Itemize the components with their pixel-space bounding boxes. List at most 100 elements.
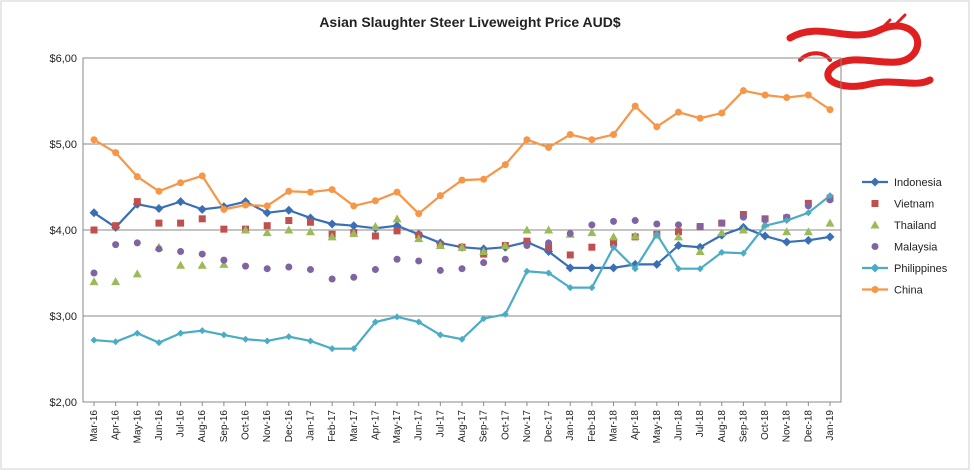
x-tick-label: Jan-18 xyxy=(565,410,576,441)
chart-title: Asian Slaughter Steer Liveweight Price A… xyxy=(319,14,621,30)
marker xyxy=(285,187,293,195)
marker xyxy=(523,237,531,245)
marker xyxy=(155,339,163,347)
marker xyxy=(738,225,748,234)
x-tick-label: May-17 xyxy=(392,410,403,444)
marker xyxy=(501,255,509,263)
marker xyxy=(242,262,250,270)
marker xyxy=(350,273,358,281)
marker xyxy=(112,149,120,157)
marker xyxy=(631,217,639,225)
x-tick-label: Apr-17 xyxy=(370,410,381,440)
marker xyxy=(220,331,228,339)
marker xyxy=(871,286,879,293)
marker xyxy=(674,108,682,116)
marker xyxy=(760,231,770,241)
marker xyxy=(112,338,120,346)
x-tick-label: Apr-16 xyxy=(111,410,122,440)
marker xyxy=(609,232,619,241)
marker xyxy=(415,210,423,218)
marker xyxy=(783,94,791,102)
marker xyxy=(198,327,206,335)
marker xyxy=(370,222,380,231)
x-tick-label: Feb-17 xyxy=(327,410,338,442)
marker xyxy=(825,218,835,227)
marker xyxy=(371,197,379,205)
marker xyxy=(610,239,618,247)
marker xyxy=(349,228,359,237)
marker xyxy=(198,215,206,223)
marker xyxy=(133,239,141,247)
legend-label: Malaysia xyxy=(894,242,938,254)
marker xyxy=(673,232,683,241)
marker xyxy=(306,218,314,226)
marker xyxy=(500,240,510,249)
marker xyxy=(306,266,314,274)
x-tick-label: Sep-18 xyxy=(738,410,749,443)
marker xyxy=(544,225,554,234)
marker xyxy=(220,256,228,264)
x-tick-label: Sep-17 xyxy=(479,410,490,443)
legend-label: Indonesia xyxy=(894,177,943,189)
marker xyxy=(696,265,704,273)
y-tick-label: $5,00 xyxy=(49,139,77,151)
marker xyxy=(197,260,207,269)
marker xyxy=(328,186,336,194)
marker xyxy=(803,235,813,245)
x-tick-label: Dec-17 xyxy=(544,410,555,443)
marker xyxy=(89,277,99,286)
marker xyxy=(523,136,531,144)
x-tick-label: May-16 xyxy=(132,410,143,444)
x-tick-label: Jan-17 xyxy=(305,410,316,441)
marker xyxy=(306,188,314,196)
marker xyxy=(674,228,682,236)
marker xyxy=(414,234,424,243)
marker xyxy=(588,221,596,229)
marker xyxy=(565,263,575,273)
marker xyxy=(870,263,880,273)
marker xyxy=(480,315,488,323)
marker xyxy=(90,136,98,144)
y-tick-label: $6,00 xyxy=(49,53,77,65)
marker xyxy=(198,250,206,258)
marker xyxy=(393,255,401,263)
marker xyxy=(263,337,271,345)
y-tick-label: $3,00 xyxy=(49,311,77,323)
marker xyxy=(371,266,379,274)
x-tick-label: Feb-18 xyxy=(587,410,598,442)
marker xyxy=(739,87,747,95)
marker xyxy=(242,335,250,343)
marker xyxy=(458,335,466,343)
marker xyxy=(111,277,121,286)
marker xyxy=(501,161,509,169)
marker xyxy=(545,239,553,247)
marker xyxy=(132,269,142,278)
marker xyxy=(90,269,98,277)
marker xyxy=(673,240,683,250)
x-tick-label: Nov-18 xyxy=(782,410,793,443)
x-tick-label: Oct-17 xyxy=(500,410,511,440)
marker xyxy=(415,257,423,265)
marker xyxy=(393,188,401,196)
x-tick-label: Jun-17 xyxy=(414,410,425,441)
marker xyxy=(870,220,880,229)
marker xyxy=(177,219,185,227)
marker xyxy=(155,245,163,253)
marker xyxy=(327,232,337,241)
marker xyxy=(480,175,488,183)
marker xyxy=(566,251,574,259)
marker xyxy=(154,204,164,213)
x-tick-label: Dec-18 xyxy=(803,410,814,443)
marker xyxy=(610,131,618,139)
marker xyxy=(241,225,251,234)
marker xyxy=(305,227,315,236)
marker xyxy=(826,106,834,114)
marker xyxy=(588,284,596,292)
marker xyxy=(631,265,639,273)
marker xyxy=(696,114,704,122)
x-tick-label: Jul-16 xyxy=(176,410,187,438)
marker xyxy=(761,216,769,224)
marker xyxy=(871,200,879,207)
